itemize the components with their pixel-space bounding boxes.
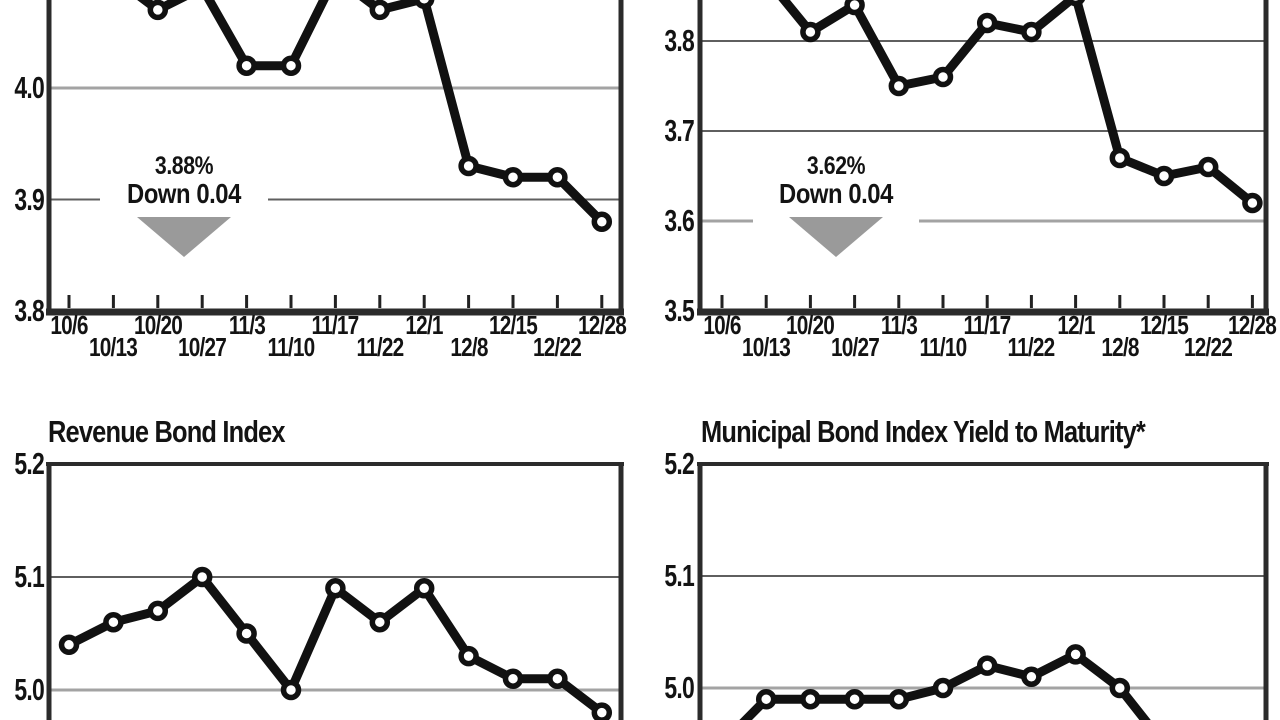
data-point-marker	[1109, 147, 1131, 169]
y-axis-label: 5.0	[664, 670, 694, 705]
series-top-left-bond-index	[137, 0, 613, 233]
x-axis-label: 10/13	[89, 332, 138, 362]
x-axis-label: 11/10	[267, 332, 316, 362]
data-point-marker	[280, 55, 302, 76]
data-point-marker	[1066, 0, 1086, 7]
data-point-marker	[932, 66, 954, 88]
x-axis-label: 12/15	[1139, 310, 1189, 340]
y-axis-label: 3.5	[664, 293, 694, 328]
data-point-marker	[1242, 192, 1263, 214]
data-point-marker	[1021, 666, 1042, 688]
x-axis-label: 11/3	[228, 310, 266, 340]
x-axis-label: 12/1	[405, 310, 444, 340]
annotation-change: Down 0.04	[779, 178, 893, 209]
series-revenue-bond-index	[58, 566, 613, 720]
x-axis-label: 12/1	[1056, 310, 1095, 340]
data-point-marker	[458, 645, 479, 667]
data-point-marker	[1197, 156, 1219, 178]
data-point-marker	[1153, 165, 1175, 187]
x-axis-label: 10/20	[786, 310, 835, 340]
chart-title-revenue-bond-index: Revenue Bond Index	[48, 414, 285, 449]
x-axis-label: 10/6	[50, 310, 88, 340]
y-axis-label: 5.1	[664, 558, 694, 593]
data-point-marker	[369, 611, 391, 633]
annotation-value: 3.62%	[806, 152, 866, 180]
data-point-marker	[844, 0, 865, 16]
y-axis-label: 4.0	[14, 70, 44, 105]
data-point-marker	[800, 688, 821, 710]
data-point-marker	[147, 600, 169, 622]
data-point-marker	[502, 166, 524, 188]
data-point-marker	[58, 634, 80, 656]
x-axis-label: 12/28	[577, 310, 627, 340]
down-triangle-icon	[789, 217, 883, 257]
data-point-marker	[280, 679, 302, 701]
annotation-value: 3.88%	[154, 152, 214, 180]
data-point-marker	[976, 12, 998, 34]
data-point-marker	[413, 578, 435, 599]
chart-title-municipal-bond-index: Municipal Bond Index Yield to Maturity*	[701, 414, 1146, 449]
data-point-marker	[191, 566, 213, 588]
y-axis-label: 5.2	[664, 446, 694, 481]
data-point-marker	[414, 0, 435, 10]
y-axis-label: 5.1	[14, 559, 44, 594]
data-point-marker	[369, 0, 391, 21]
series-municipal-bond-index-yield-to-maturity	[739, 644, 1151, 720]
x-axis-label: 12/28	[1228, 310, 1277, 340]
x-axis-label: 12/22	[533, 332, 582, 362]
data-point-marker	[1021, 21, 1042, 43]
x-axis-label: 12/8	[449, 332, 488, 362]
data-point-marker	[888, 75, 910, 97]
data-point-marker	[325, 578, 346, 599]
y-axis-label: 3.6	[664, 203, 694, 238]
y-axis-label: 3.8	[664, 23, 694, 58]
x-axis-label: 12/8	[1101, 332, 1139, 362]
down-triangle-icon	[137, 217, 231, 257]
x-axis-label: 10/27	[830, 332, 880, 362]
data-point-marker	[800, 21, 821, 43]
y-axis-label: 3.7	[664, 113, 694, 148]
data-point-marker	[147, 0, 169, 21]
data-point-marker	[547, 166, 568, 188]
series-top-right-bond-index	[778, 0, 1263, 214]
data-point-marker	[1065, 644, 1086, 665]
data-point-marker	[755, 688, 777, 710]
x-axis-label: 11/22	[1007, 332, 1056, 362]
x-axis-label: 12/22	[1184, 332, 1233, 362]
y-axis-label: 5.2	[14, 446, 44, 481]
x-axis-label: 10/6	[703, 310, 741, 340]
data-point-marker	[1109, 677, 1131, 699]
x-axis-label: 11/10	[919, 332, 968, 362]
data-point-marker	[103, 611, 124, 633]
data-point-marker	[888, 688, 910, 710]
data-point-marker	[976, 655, 998, 676]
x-axis-label: 11/17	[963, 310, 1012, 340]
data-point-marker	[502, 668, 524, 689]
y-axis-label: 3.8	[14, 293, 44, 328]
y-axis-label: 3.9	[14, 181, 44, 217]
data-point-marker	[236, 55, 257, 76]
annotation-change: Down 0.04	[127, 178, 241, 209]
x-axis-label: 10/13	[742, 332, 791, 362]
data-point-marker	[458, 155, 479, 177]
x-axis-label: 10/20	[133, 310, 183, 340]
data-point-marker	[932, 677, 954, 699]
data-point-marker	[547, 668, 568, 689]
annotation-top-left: 3.88% Down 0.04	[100, 150, 268, 257]
x-axis-label: 11/3	[880, 310, 918, 340]
x-axis-label: 11/17	[311, 310, 360, 340]
x-axis-label: 12/15	[488, 310, 538, 340]
y-axis-label: 5.0	[14, 672, 44, 707]
x-axis-label: 11/22	[356, 332, 404, 362]
x-axis-label: 10/27	[178, 332, 227, 362]
annotation-top-right: 3.62% Down 0.04	[753, 150, 919, 257]
data-point-marker	[844, 688, 865, 710]
data-point-marker	[236, 623, 257, 644]
data-point-marker	[591, 211, 613, 233]
data-point-marker	[591, 702, 613, 720]
